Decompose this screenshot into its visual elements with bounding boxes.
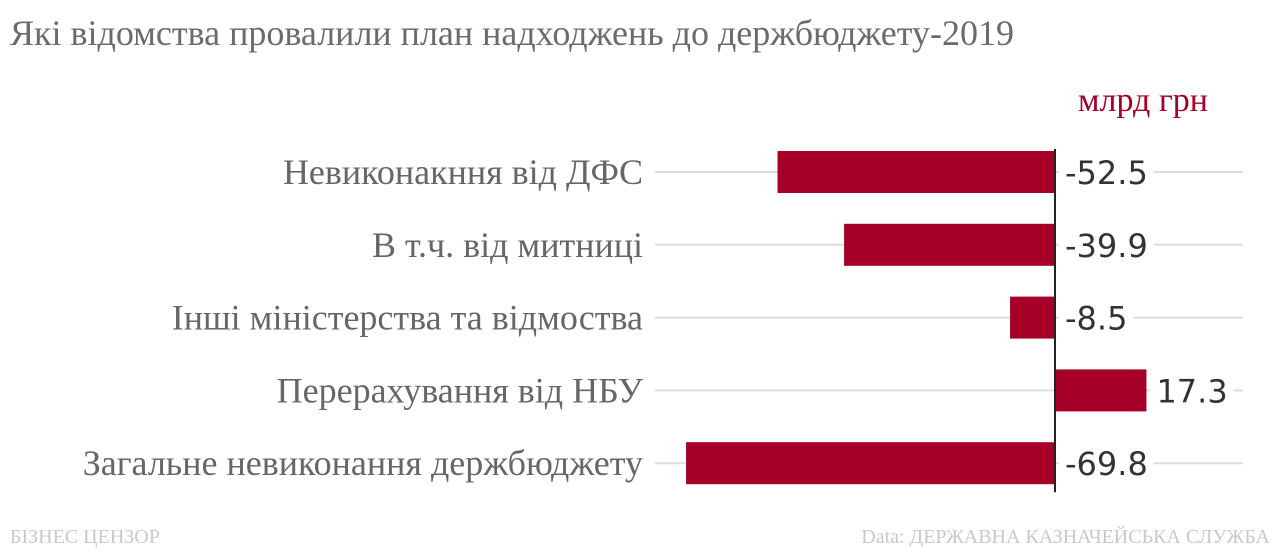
- value-label: -39.9: [1065, 227, 1148, 265]
- category-label: В т.ч. від митниці: [372, 225, 643, 265]
- source-footer: Data: ДЕРЖАВНА КАЗНАЧЕЙСЬКА СЛУЖБА: [861, 526, 1270, 548]
- chart-title: Які відомства провалили план надходжень …: [10, 13, 1015, 53]
- brand-footer: БІЗНЕС ЦЕНЗОР: [10, 526, 160, 548]
- category-label: Загальне невиконання держбюджету: [83, 443, 643, 483]
- category-label: Невиконакння від ДФС: [283, 152, 643, 192]
- value-label-bg: [1059, 444, 1154, 483]
- bar: [844, 223, 1055, 266]
- category-label: Інші міністерства та відмоства: [172, 298, 643, 338]
- value-label-bg: [1150, 371, 1234, 410]
- value-label-bg: [1059, 225, 1154, 264]
- unit-label: млрд грн: [1078, 82, 1208, 119]
- value-label: -8.5: [1065, 300, 1127, 338]
- value-label: -52.5: [1065, 154, 1148, 192]
- value-label-bg: [1059, 153, 1154, 191]
- bar: [777, 151, 1055, 193]
- bar: [1055, 369, 1147, 412]
- value-label-bg: [1059, 298, 1134, 337]
- value-label: -69.8: [1065, 445, 1148, 483]
- bar: [686, 442, 1055, 485]
- bar: [1010, 296, 1055, 339]
- value-label: 17.3: [1156, 372, 1227, 410]
- category-label: Перерахування від НБУ: [277, 370, 644, 410]
